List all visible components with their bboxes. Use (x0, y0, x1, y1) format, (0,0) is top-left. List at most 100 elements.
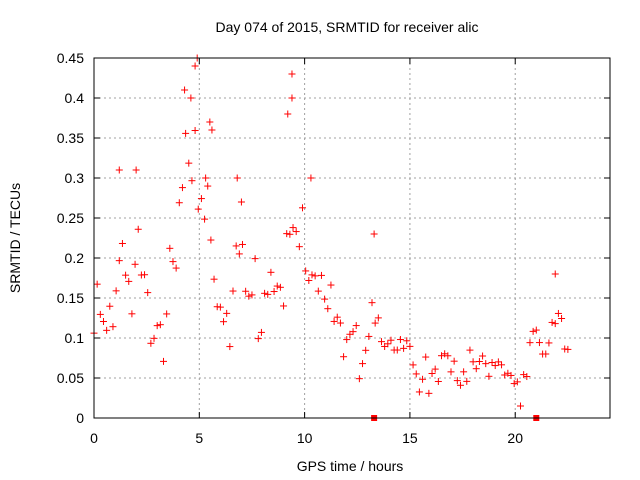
data-point (532, 326, 540, 334)
data-point (242, 287, 250, 295)
data-point (428, 369, 436, 377)
y-tick-label: 0.45 (57, 50, 84, 66)
data-point (501, 371, 509, 379)
data-point (542, 350, 550, 358)
y-tick-label: 0.3 (65, 170, 85, 186)
data-point (292, 228, 300, 236)
data-point (305, 276, 313, 284)
y-tick-label: 0.35 (57, 130, 84, 146)
data-point (311, 272, 319, 280)
grid-lines (94, 58, 610, 418)
data-point (498, 361, 506, 369)
data-point-peak (307, 174, 315, 182)
data-point (175, 199, 183, 207)
y-tick-label: 0.25 (57, 210, 84, 226)
data-point (523, 373, 531, 381)
data-point (188, 177, 196, 185)
data-point (406, 342, 414, 350)
data-point (409, 361, 417, 369)
data-point (99, 317, 107, 325)
data-point (469, 358, 477, 366)
data-point (564, 345, 572, 353)
data-point (415, 388, 423, 396)
data-point (194, 205, 202, 213)
data-point (178, 184, 186, 192)
data-point (482, 360, 490, 368)
data-point (384, 340, 392, 348)
y-tick-label: 0 (76, 410, 84, 426)
data-point (359, 360, 367, 368)
chart-title: Day 074 of 2015, SRMTID for receiver ali… (216, 19, 479, 35)
data-point (280, 302, 288, 310)
data-point (264, 290, 272, 298)
data-point (529, 327, 537, 335)
data-point (447, 368, 455, 376)
data-point (456, 381, 464, 389)
data-point (112, 287, 120, 295)
data-point (197, 195, 205, 203)
data-point-peak (191, 62, 199, 70)
data-point (191, 127, 199, 135)
data-point (558, 315, 566, 323)
x-tick-label: 20 (507, 430, 523, 446)
data-point (494, 358, 502, 366)
data-point (238, 240, 246, 248)
data-point (232, 242, 240, 250)
data-point (340, 353, 348, 361)
y-tick-label: 0.15 (57, 290, 84, 306)
data-point (396, 336, 404, 344)
data-point (317, 271, 325, 279)
data-point (327, 281, 335, 289)
data-point-peak (115, 166, 123, 174)
data-point (207, 236, 215, 244)
data-point (488, 359, 496, 367)
data-point (150, 334, 158, 342)
data-point (103, 326, 111, 334)
data-point (520, 371, 528, 379)
data-point (551, 320, 559, 328)
data-point (507, 371, 515, 379)
data-point (453, 377, 461, 385)
data-point (131, 260, 139, 268)
x-tick-label: 10 (297, 430, 313, 446)
y-axis-label: SRMTID / TECUs (7, 183, 23, 293)
data-point (295, 243, 303, 251)
data-point (201, 215, 209, 223)
data-point (352, 322, 360, 330)
data-point (134, 225, 142, 233)
data-point (526, 339, 534, 347)
data-point (166, 244, 174, 252)
data-point (156, 321, 164, 329)
data-point (463, 377, 471, 385)
data-point-peak (233, 174, 241, 182)
data-point (321, 295, 329, 303)
data-point (220, 318, 228, 326)
data-point (355, 375, 363, 383)
y-tick-label: 0.1 (65, 330, 85, 346)
data-point (491, 362, 499, 370)
data-point (128, 310, 136, 318)
data-point (185, 159, 193, 167)
data-point (330, 317, 338, 325)
data-point (422, 353, 430, 361)
data-point (251, 255, 259, 263)
data-point (229, 287, 237, 295)
data-point (286, 230, 294, 238)
data-point (362, 346, 370, 354)
data-point (472, 365, 480, 373)
data-point (425, 389, 433, 397)
data-point (333, 313, 341, 321)
data-point (106, 302, 114, 310)
data-point (374, 314, 382, 322)
data-point-peak (288, 70, 296, 78)
data-point (485, 372, 493, 380)
data-point (434, 377, 442, 385)
data-point (153, 322, 161, 330)
data-point (93, 280, 101, 288)
data-point (510, 380, 518, 388)
data-point-peak (208, 126, 216, 134)
data-point (438, 352, 446, 360)
data-point (475, 358, 483, 366)
y-tick-label: 0.05 (57, 370, 84, 386)
